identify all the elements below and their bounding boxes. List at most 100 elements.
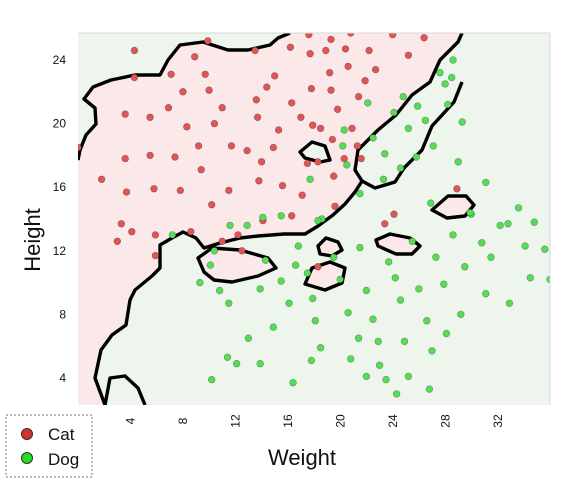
cat-point-13	[151, 231, 160, 239]
cat-point-39	[253, 113, 262, 122]
cat-point-50	[288, 212, 296, 220]
dog-point-83	[259, 213, 267, 222]
decision-boundary-lower	[103, 374, 147, 405]
legend-box	[5, 414, 93, 478]
dog-point-69	[504, 220, 512, 228]
y-axis-ticks: 4 8 12 16 20 24	[53, 53, 67, 385]
dog-point-80	[261, 256, 270, 264]
cat-point-84	[390, 210, 398, 218]
cat-point-17	[171, 153, 179, 161]
cat-point-18	[176, 186, 185, 195]
dog-point-70	[449, 56, 457, 64]
cat-point-1	[97, 175, 106, 184]
cat-point-68	[341, 45, 350, 53]
cat-point-78	[389, 33, 397, 39]
dog-point-81	[291, 261, 300, 269]
dog-point-51	[343, 161, 351, 169]
dog-point-13	[330, 253, 338, 261]
cat-point-22	[191, 53, 199, 61]
dog-point-44	[514, 204, 523, 212]
dog-point-87	[206, 261, 215, 269]
cat-point-81	[309, 121, 317, 129]
cat-point-6	[122, 188, 131, 196]
y-tick-label-2: 12	[53, 244, 67, 258]
dog-point-75	[364, 99, 372, 107]
cat-point-45	[271, 72, 279, 80]
decision-boundary-island-6	[196, 246, 278, 284]
dog-point-11	[311, 317, 319, 325]
y-tick-label-4: 20	[53, 117, 67, 131]
dog-point-82	[277, 212, 285, 220]
dog-point-45	[521, 242, 529, 250]
cat-point-28	[208, 201, 216, 209]
dog-point-55	[390, 108, 398, 117]
dog-point-18	[362, 286, 371, 295]
y-axis-title: Height	[20, 208, 45, 272]
cat-point-21	[187, 228, 195, 236]
cat-point-53	[303, 159, 312, 168]
cat-point-5	[121, 154, 129, 163]
dog-point-20	[374, 337, 382, 346]
cat-point-75	[365, 46, 373, 55]
cat-point-64	[330, 172, 338, 180]
cat-point-33	[218, 237, 226, 246]
cat-point-4	[121, 110, 129, 118]
dog-point-46	[530, 218, 538, 226]
dog-point-40	[482, 290, 490, 298]
dog-point-36	[457, 310, 465, 319]
cat-point-31	[225, 186, 233, 195]
dog-point-39	[478, 239, 486, 247]
cat-point-43	[263, 83, 271, 91]
cat-point-59	[322, 46, 330, 55]
cat-point-44	[269, 143, 278, 152]
dog-point-68	[482, 178, 490, 187]
x-tick-label-6: 28	[438, 414, 452, 428]
cat-point-10	[146, 113, 154, 122]
cat-point-9	[130, 73, 139, 82]
cat-point-3	[117, 220, 126, 228]
cat-point-69	[344, 62, 352, 71]
cat-point-82	[314, 263, 322, 271]
cat-point-66	[333, 105, 342, 114]
dog-point-93	[307, 356, 316, 365]
y-tick-label-0: 4	[59, 371, 66, 385]
cat-point-72	[353, 142, 361, 150]
dog-point-2	[232, 360, 241, 368]
cat-point-85	[357, 154, 365, 163]
dog-point-67	[466, 208, 474, 217]
cat-point-26	[204, 37, 212, 45]
dog-point-63	[444, 100, 452, 109]
dog-point-77	[306, 175, 314, 184]
dog-point-34	[442, 329, 451, 338]
dog-point-98	[168, 231, 177, 239]
legend: Cat Dog	[5, 414, 93, 478]
cat-point-20	[183, 123, 191, 131]
x-tick-label-2: 12	[228, 414, 242, 428]
dog-point-4	[269, 323, 278, 331]
dog-point-62	[441, 80, 449, 88]
legend-cat-marker	[21, 428, 33, 440]
cat-point-49	[288, 99, 296, 107]
decision-boundary-main	[93, 33, 464, 405]
dog-point-60	[427, 199, 435, 207]
cat-point-74	[361, 76, 369, 85]
dog-point-57	[404, 124, 413, 133]
dog-point-0	[215, 286, 224, 295]
decision-boundary-island-1	[298, 140, 332, 164]
dog-point-33	[440, 280, 448, 288]
points-layer	[78, 33, 550, 398]
dog-point-94	[354, 334, 363, 342]
dog-point-35	[449, 231, 457, 239]
dog-point-65	[454, 158, 462, 166]
y-tick-label-3: 16	[53, 180, 67, 194]
cat-point-46	[274, 126, 283, 134]
dog-point-88	[196, 278, 204, 287]
dog-point-24	[391, 274, 399, 282]
dog-point-25	[396, 296, 405, 304]
dog-point-47	[541, 245, 549, 253]
cat-point-54	[305, 33, 313, 39]
dog-point-71	[436, 68, 444, 77]
cat-point-30	[218, 103, 226, 112]
dog-point-16	[347, 355, 355, 363]
cat-point-63	[328, 135, 337, 144]
